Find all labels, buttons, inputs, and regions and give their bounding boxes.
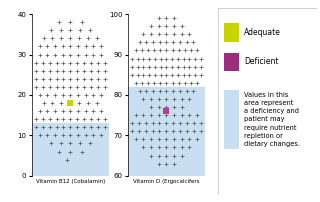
Bar [224, 90, 239, 149]
Text: Deficient: Deficient [244, 58, 279, 66]
Text: Values in this
area represent
a deficiency and
patient may
require nutrient
repl: Values in this area represent a deficien… [244, 92, 300, 147]
X-axis label: Vitamin B12 (Cobalamin): Vitamin B12 (Cobalamin) [36, 179, 105, 184]
Text: Adequate: Adequate [244, 28, 281, 37]
Bar [224, 53, 239, 71]
X-axis label: Vitamin D (Ergocalcifers: Vitamin D (Ergocalcifers [133, 179, 200, 184]
Bar [224, 23, 239, 42]
Bar [32, 123, 109, 176]
Bar [128, 87, 205, 176]
